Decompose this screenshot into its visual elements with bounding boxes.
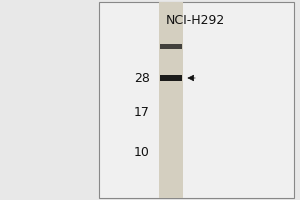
Text: 10: 10 [134,146,150,158]
Bar [159,2,183,198]
Bar [99,2,294,198]
Bar [160,44,182,48]
Bar [160,75,182,81]
Text: NCI-H292: NCI-H292 [165,14,225,27]
Text: 28: 28 [134,72,150,84]
Text: 17: 17 [134,106,150,118]
